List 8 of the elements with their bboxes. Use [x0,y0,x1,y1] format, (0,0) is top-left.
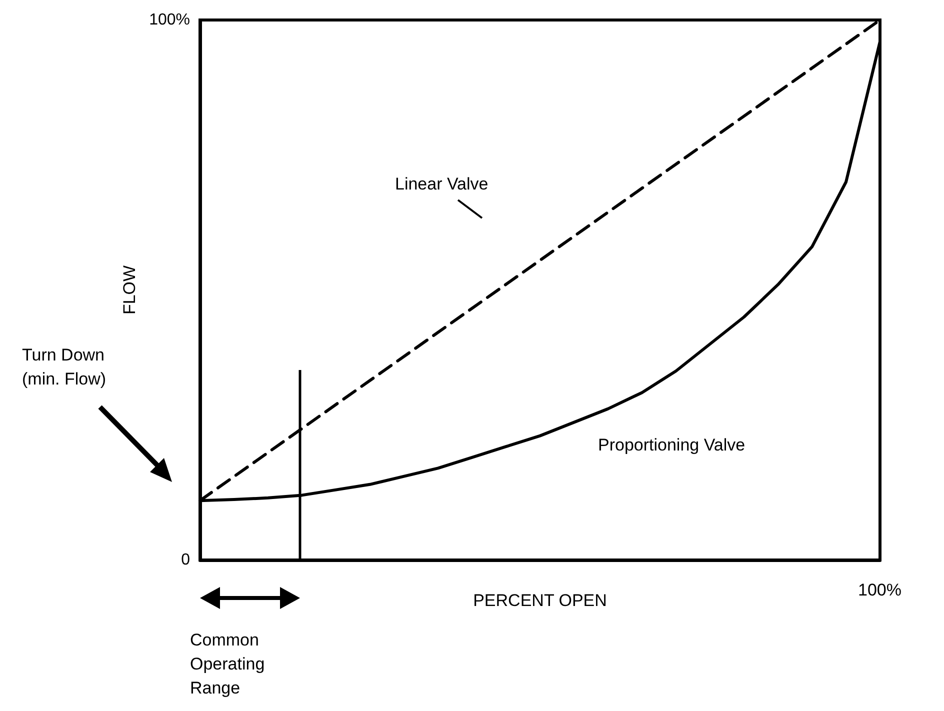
text: Turn Down (min. Flow) [22,346,106,388]
annotation: Proportioning Valve [598,436,746,454]
text: Common Operating Range [190,630,265,698]
y-axis-title: FLOW [120,265,140,315]
x-axis-title: PERCENT OPEN [473,591,607,610]
text: 100% [858,580,902,600]
annotation: Linear Valve [395,174,488,194]
y-tick-label: 0 [181,552,190,568]
